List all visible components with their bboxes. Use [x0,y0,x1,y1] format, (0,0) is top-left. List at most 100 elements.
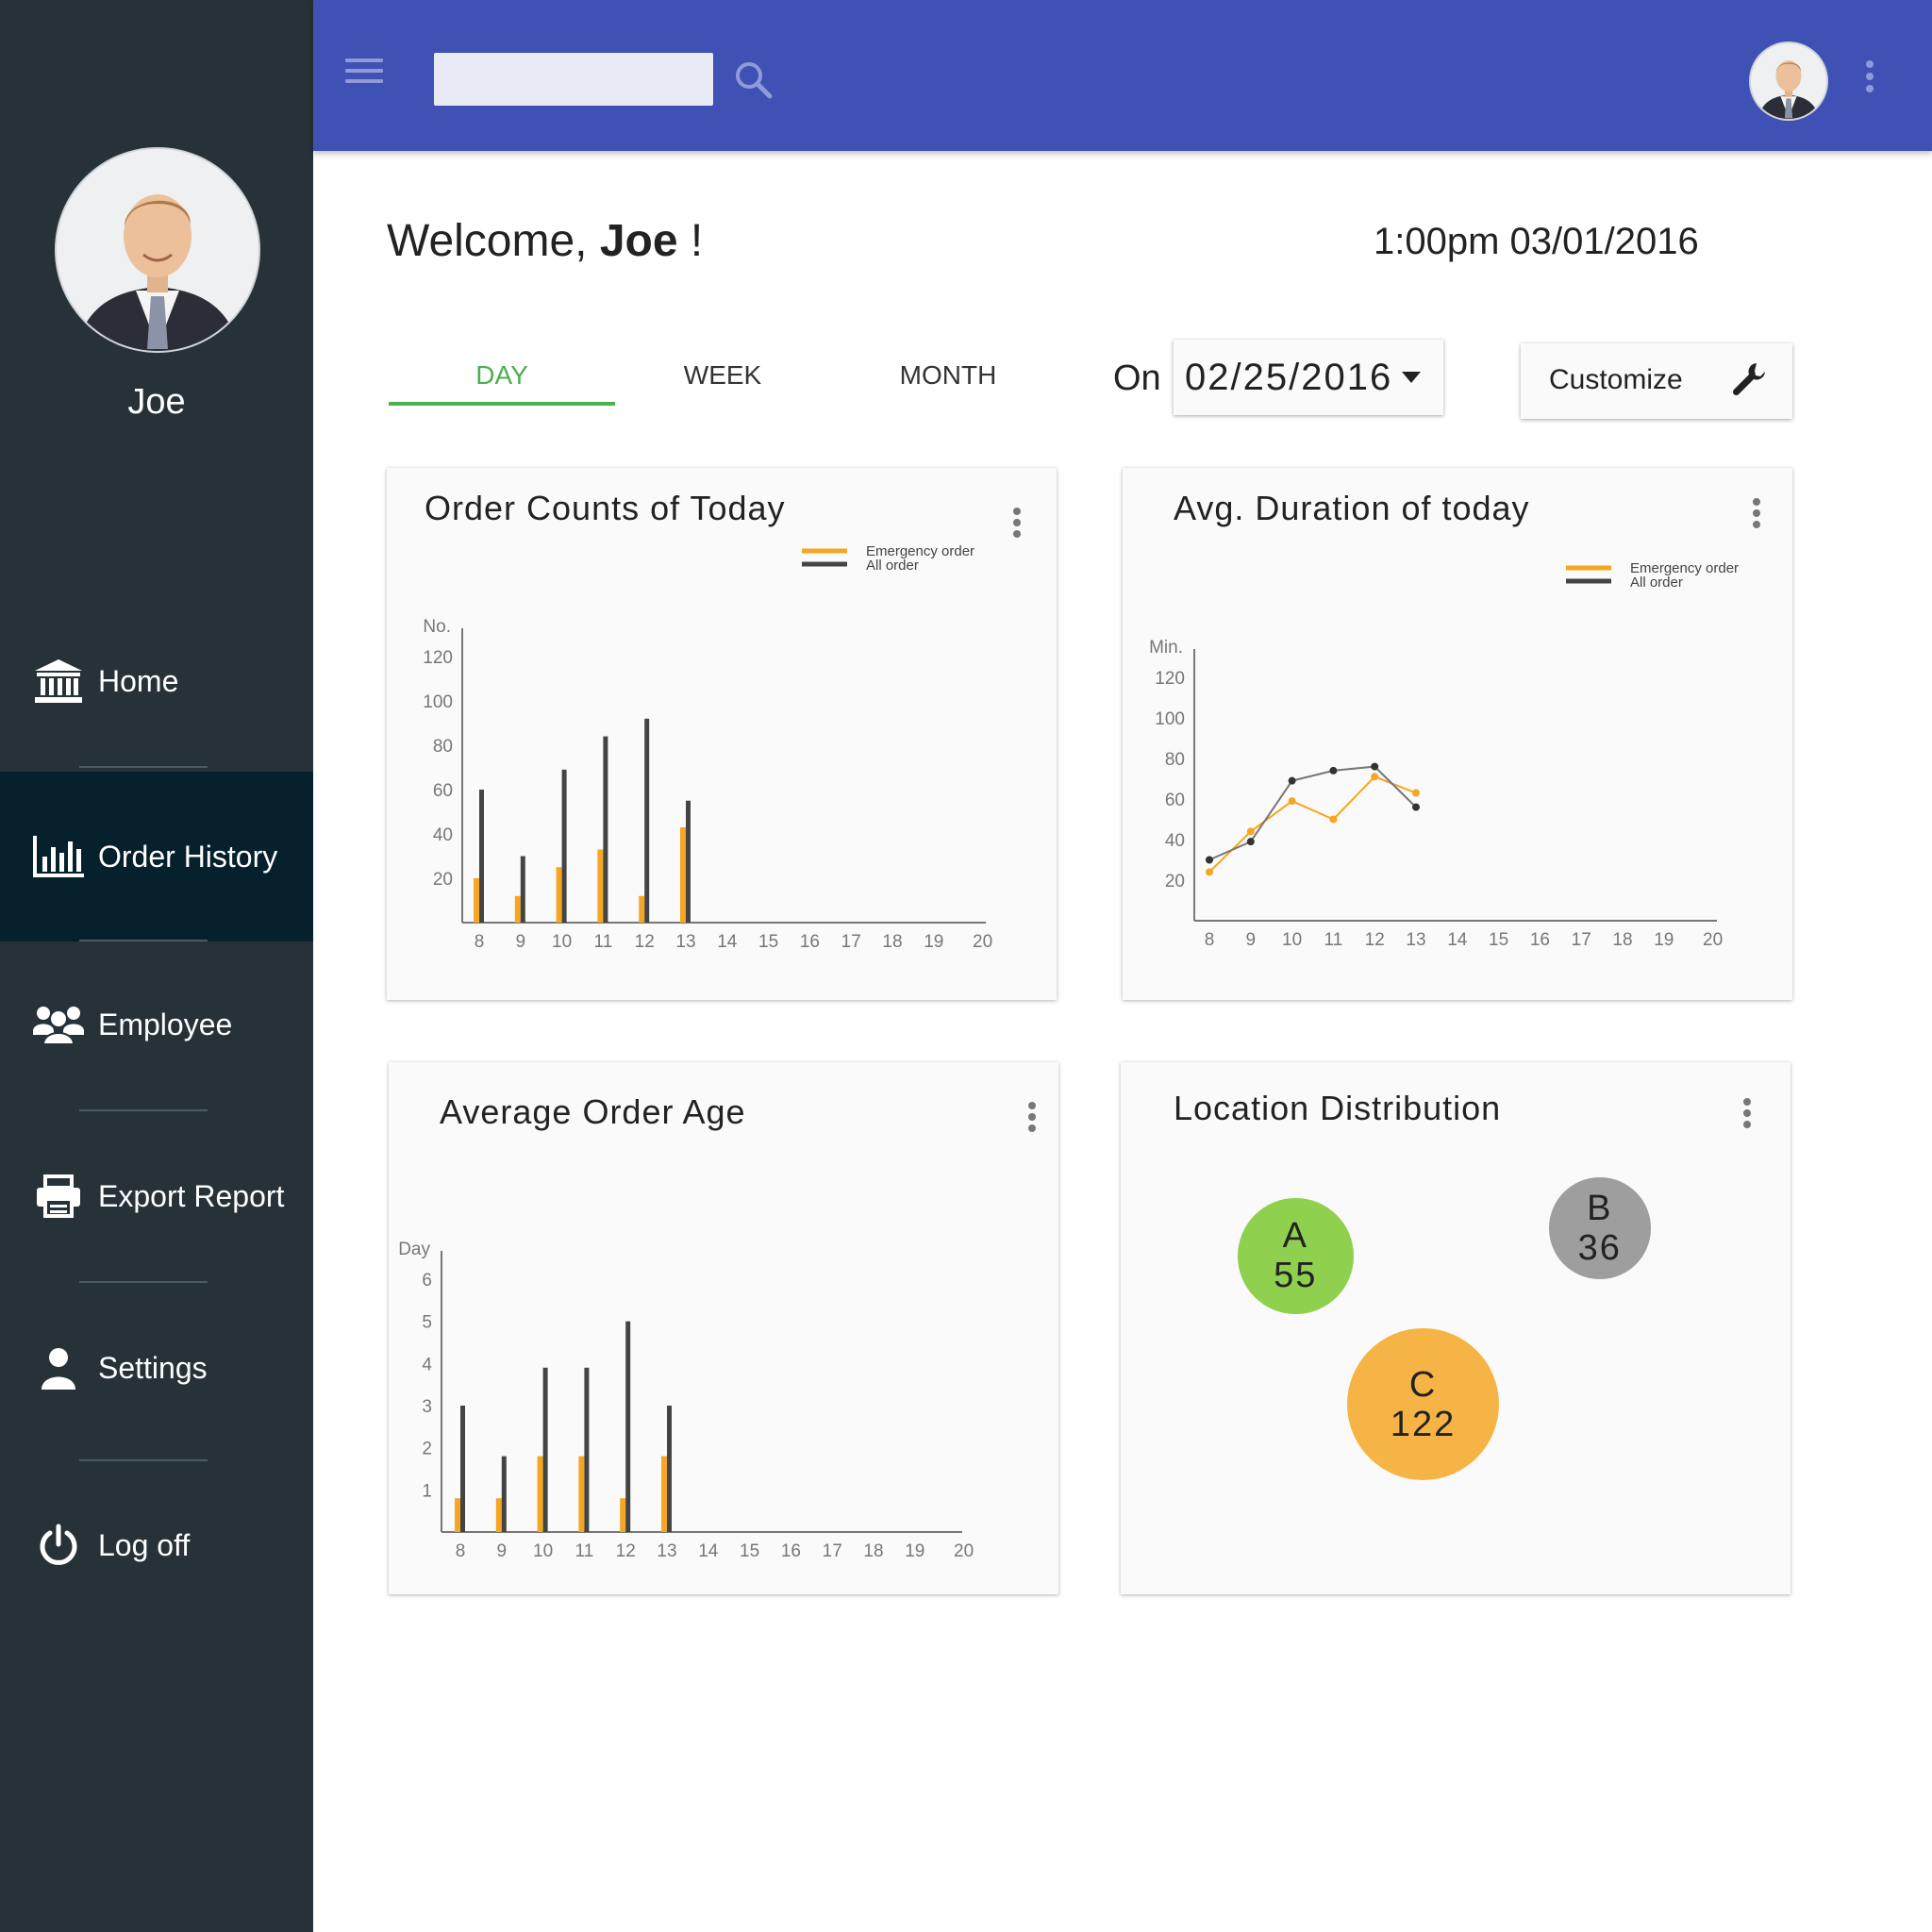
bar-all [686,800,691,923]
bubble-label: B [1587,1188,1613,1228]
sidebar-item-settings[interactable]: Settings [0,1283,313,1453]
x-tick-label: 8 [456,1541,466,1561]
order-counts-chart: No. 20 40 60 80 100 120 8 9 10 11 12 13 14 15 16 17 18 19 2… [423,543,992,952]
bar-emergency [639,895,645,923]
legend-label: All order [1630,575,1683,591]
x-tick-label: 12 [1365,930,1385,950]
x-tick-label: 20 [1703,930,1723,950]
x-tick-label: 17 [823,1541,842,1561]
bar-emergency [597,849,604,923]
bar-emergency [680,826,686,923]
x-tick-label: 10 [533,1541,553,1561]
bar-emergency [620,1498,626,1532]
search-input[interactable] [434,53,713,106]
y-tick-label: 120 [1155,669,1185,689]
point-emergency [1412,789,1420,797]
bar-all [520,856,525,923]
bar-emergency [556,867,562,923]
x-tick-label: 10 [1282,930,1302,950]
x-tick-label: 14 [717,932,738,952]
x-tick-label: 13 [675,932,695,952]
avg-duration-chart: Min. 20 40 60 80 100 120 8 9 10 11 12 13 14 15 16 17 18 19… [1149,560,1739,950]
sidebar-item-label: Log off [98,1527,191,1562]
sidebar-item-home[interactable]: Home [0,596,313,766]
more-vert-icon[interactable] [1860,58,1879,96]
y-tick-label: 20 [433,870,453,890]
welcome-name: Joe [599,216,678,266]
x-tick-label: 18 [1612,930,1632,950]
bar-all [625,1321,631,1532]
bar-emergency [455,1498,460,1532]
y-tick-label: 20 [1165,872,1185,891]
bar-all [460,1406,465,1532]
point-all [1329,766,1338,774]
sidebar-item-employee[interactable]: Employee [0,940,313,1109]
location-distribution-card: Location Distribution A 55 B 36 C 122 [1121,1062,1790,1594]
divider [79,766,208,768]
customize-button[interactable]: Customize [1521,343,1792,419]
x-tick-label: 17 [1572,930,1591,950]
x-tick-label: 15 [740,1541,759,1561]
tab-month[interactable]: MONTH [899,360,997,390]
bubble-value: 55 [1274,1256,1318,1296]
more-vert-icon[interactable] [1024,1100,1040,1138]
x-tick-label: 18 [882,932,902,952]
x-tick-label: 13 [1406,930,1425,950]
bar-emergency [474,878,479,923]
card-title: Location Distribution [1174,1089,1502,1127]
y-tick-label: 40 [1165,831,1185,851]
account-avatar[interactable] [1751,43,1826,119]
wrench-icon [1730,360,1768,398]
bar-all [584,1367,590,1532]
y-tick-label: 60 [433,781,453,801]
order-counts-card: Order Counts of Today No. 20 40 60 80 100 120 8… [387,468,1057,1000]
bar-all [644,718,650,923]
sidebar-item-label: Order History [98,839,278,874]
x-tick-label: 10 [552,932,572,952]
point-all [1371,762,1379,771]
line-all [1208,765,1417,861]
bubble-c: C 122 [1347,1328,1500,1481]
sidebar-item-order-history[interactable]: Order History [0,772,313,941]
welcome-heading: Welcome, Joe ! [387,215,703,267]
date-dropdown[interactable]: 02/25/2016 [1174,340,1443,415]
date-value: 02/25/2016 [1185,357,1393,398]
sidebar-item-label: Settings [98,1350,208,1385]
tab-day[interactable]: DAY [475,360,528,390]
sidebar-item-export-report[interactable]: Export Report [0,1111,313,1281]
y-axis-title: Min. [1149,638,1183,658]
welcome-prefix: Welcome, [387,216,600,266]
hamburger-menu-icon[interactable] [345,58,383,91]
bar-all [501,1456,507,1532]
x-tick-label: 19 [1654,930,1674,950]
search-icon[interactable] [732,58,775,102]
avg-order-age-card: Average Order Age Day 1 2 3 4 5 6 8 9 10 11 12 13 14 1… [389,1062,1058,1594]
bar-all [667,1406,672,1532]
point-all [1246,838,1255,846]
tab-week[interactable]: WEEK [683,360,762,390]
x-tick-label: 14 [1447,930,1468,950]
date-prefix-label: On [1113,358,1161,398]
bar-all [542,1367,548,1532]
sidebar: Joe Home [0,0,313,1932]
y-axis-title: Day [398,1240,430,1259]
y-tick-label: 60 [1165,791,1185,810]
more-vert-icon[interactable] [1749,496,1764,534]
point-emergency [1288,797,1296,806]
x-tick-label: 8 [475,932,485,952]
x-tick-label: 11 [575,1541,594,1561]
x-tick-label: 19 [924,932,943,952]
sidebar-item-log-off[interactable]: Log off [0,1460,313,1630]
user-icon [32,1341,85,1394]
more-vert-icon[interactable] [1009,506,1024,543]
x-tick-label: 9 [516,932,526,952]
card-title: Avg. Duration of today [1174,489,1530,527]
printer-icon [32,1170,85,1223]
person-photo-icon [57,149,258,351]
more-vert-icon[interactable] [1740,1096,1755,1134]
divider [79,1281,208,1283]
x-tick-label: 12 [616,1541,636,1561]
x-tick-label: 18 [863,1541,883,1561]
y-tick-label: 40 [433,825,453,845]
x-tick-label: 14 [698,1541,719,1561]
